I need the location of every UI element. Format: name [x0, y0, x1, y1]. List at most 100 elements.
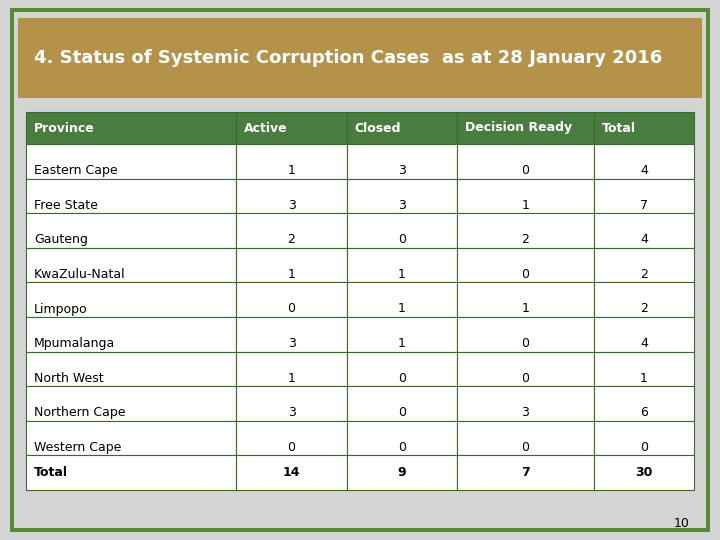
- Text: Eastern Cape: Eastern Cape: [34, 164, 117, 177]
- Text: 3: 3: [398, 199, 405, 212]
- Text: 3: 3: [521, 406, 529, 419]
- FancyBboxPatch shape: [457, 317, 594, 352]
- Text: 7: 7: [521, 466, 530, 479]
- FancyBboxPatch shape: [236, 213, 346, 248]
- FancyBboxPatch shape: [26, 282, 236, 317]
- Text: 1: 1: [287, 164, 295, 177]
- FancyBboxPatch shape: [26, 213, 236, 248]
- FancyBboxPatch shape: [457, 144, 594, 179]
- Text: Closed: Closed: [355, 122, 401, 134]
- Text: Total: Total: [602, 122, 636, 134]
- FancyBboxPatch shape: [594, 386, 694, 421]
- FancyBboxPatch shape: [26, 179, 236, 213]
- FancyBboxPatch shape: [346, 112, 457, 144]
- Text: 3: 3: [398, 164, 405, 177]
- FancyBboxPatch shape: [346, 248, 457, 282]
- Text: Western Cape: Western Cape: [34, 441, 122, 454]
- Text: 0: 0: [287, 302, 295, 315]
- Text: 0: 0: [521, 372, 529, 384]
- FancyBboxPatch shape: [346, 179, 457, 213]
- FancyBboxPatch shape: [457, 112, 594, 144]
- FancyBboxPatch shape: [594, 421, 694, 455]
- Text: Limpopo: Limpopo: [34, 302, 88, 315]
- FancyBboxPatch shape: [26, 248, 236, 282]
- FancyBboxPatch shape: [457, 352, 594, 386]
- Text: Mpumalanga: Mpumalanga: [34, 337, 115, 350]
- FancyBboxPatch shape: [594, 248, 694, 282]
- Text: 4. Status of Systemic Corruption Cases  as at 28 January 2016: 4. Status of Systemic Corruption Cases a…: [34, 49, 662, 67]
- Text: 0: 0: [397, 372, 406, 384]
- FancyBboxPatch shape: [346, 386, 457, 421]
- FancyBboxPatch shape: [594, 213, 694, 248]
- Text: Active: Active: [244, 122, 288, 134]
- Text: 0: 0: [521, 441, 529, 454]
- FancyBboxPatch shape: [236, 421, 346, 455]
- FancyBboxPatch shape: [594, 455, 694, 490]
- Text: 2: 2: [640, 268, 648, 281]
- Text: Northern Cape: Northern Cape: [34, 406, 125, 419]
- FancyBboxPatch shape: [346, 455, 457, 490]
- Text: North West: North West: [34, 372, 104, 384]
- Text: Province: Province: [34, 122, 95, 134]
- Text: 4: 4: [640, 164, 648, 177]
- Text: 0: 0: [521, 268, 529, 281]
- Text: 1: 1: [398, 302, 405, 315]
- Text: 1: 1: [521, 199, 529, 212]
- FancyBboxPatch shape: [457, 282, 594, 317]
- FancyBboxPatch shape: [26, 352, 236, 386]
- Text: 0: 0: [521, 164, 529, 177]
- FancyBboxPatch shape: [346, 282, 457, 317]
- Text: 2: 2: [521, 233, 529, 246]
- FancyBboxPatch shape: [26, 386, 236, 421]
- Text: 1: 1: [640, 372, 648, 384]
- FancyBboxPatch shape: [26, 112, 236, 144]
- Text: 0: 0: [397, 441, 406, 454]
- FancyBboxPatch shape: [594, 179, 694, 213]
- Text: 0: 0: [397, 406, 406, 419]
- FancyBboxPatch shape: [236, 282, 346, 317]
- Text: 1: 1: [287, 268, 295, 281]
- Text: 3: 3: [287, 337, 295, 350]
- FancyBboxPatch shape: [236, 144, 346, 179]
- Text: Gauteng: Gauteng: [34, 233, 88, 246]
- Text: Total: Total: [34, 466, 68, 479]
- FancyBboxPatch shape: [236, 179, 346, 213]
- FancyBboxPatch shape: [26, 144, 236, 179]
- Text: 0: 0: [521, 337, 529, 350]
- Text: 10: 10: [674, 517, 690, 530]
- FancyBboxPatch shape: [594, 112, 694, 144]
- FancyBboxPatch shape: [594, 317, 694, 352]
- FancyBboxPatch shape: [236, 112, 346, 144]
- FancyBboxPatch shape: [18, 18, 702, 98]
- Text: Decision Ready: Decision Ready: [465, 122, 572, 134]
- FancyBboxPatch shape: [346, 352, 457, 386]
- Text: KwaZulu-Natal: KwaZulu-Natal: [34, 268, 125, 281]
- FancyBboxPatch shape: [457, 179, 594, 213]
- Text: 9: 9: [397, 466, 406, 479]
- FancyBboxPatch shape: [236, 455, 346, 490]
- Text: 1: 1: [287, 372, 295, 384]
- FancyBboxPatch shape: [457, 455, 594, 490]
- Text: 2: 2: [287, 233, 295, 246]
- Text: 14: 14: [283, 466, 300, 479]
- FancyBboxPatch shape: [457, 386, 594, 421]
- FancyBboxPatch shape: [594, 282, 694, 317]
- FancyBboxPatch shape: [457, 248, 594, 282]
- Text: 1: 1: [398, 337, 405, 350]
- Text: 4: 4: [640, 337, 648, 350]
- Text: 6: 6: [640, 406, 648, 419]
- FancyBboxPatch shape: [14, 12, 706, 528]
- FancyBboxPatch shape: [26, 421, 236, 455]
- FancyBboxPatch shape: [346, 317, 457, 352]
- FancyBboxPatch shape: [10, 8, 710, 532]
- FancyBboxPatch shape: [236, 386, 346, 421]
- Text: 3: 3: [287, 406, 295, 419]
- FancyBboxPatch shape: [457, 421, 594, 455]
- Text: 1: 1: [521, 302, 529, 315]
- Text: 0: 0: [397, 233, 406, 246]
- FancyBboxPatch shape: [26, 317, 236, 352]
- FancyBboxPatch shape: [236, 248, 346, 282]
- Text: 2: 2: [640, 302, 648, 315]
- FancyBboxPatch shape: [26, 455, 236, 490]
- Text: 4: 4: [640, 233, 648, 246]
